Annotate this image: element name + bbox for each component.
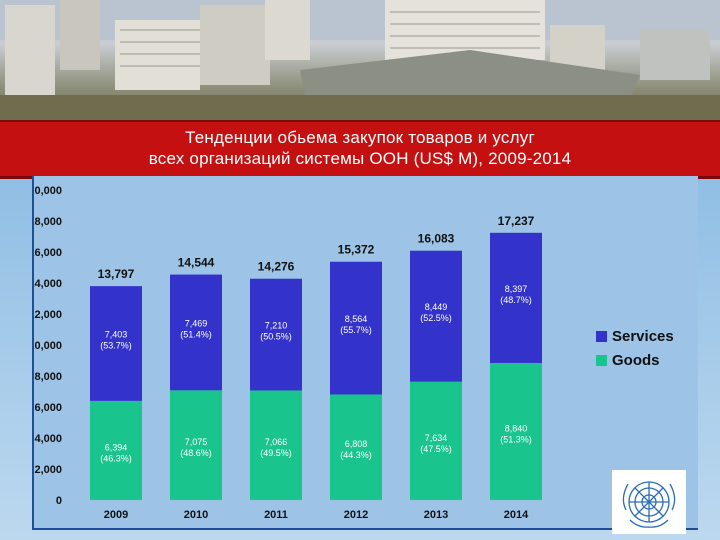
data-label-services-pct: (52.5%) [420,313,452,323]
data-label-goods-pct: (44.3%) [340,450,372,460]
data-label-goods-pct: (51.3%) [500,434,532,444]
total-label: 16,083 [418,232,455,246]
x-tick-label: 2013 [424,509,448,521]
y-tick-label: 14,000 [34,278,62,290]
bar-goods [250,390,302,500]
procurement-bar-chart: 0 2,000 4,000 6,000 8,000 10,000 12,000 14,000 1… [28,185,674,521]
data-label-services: 7,210 [265,321,288,331]
x-tick-label: 2011 [264,509,288,521]
data-label-services: 8,397 [505,284,528,294]
legend-swatch [596,355,607,366]
total-label: 13,797 [98,267,135,281]
data-label-goods: 6,394 [105,442,128,452]
data-label-services-pct: (50.5%) [260,332,292,342]
data-label-services-pct: (55.7%) [340,325,372,335]
chart-title-line-1: Тенденции обьема закупок товаров и услуг [185,128,535,147]
data-label-goods: 7,066 [265,437,288,447]
un-emblem-icon [612,470,686,534]
y-tick-label: 6,000 [34,402,62,414]
y-tick-label: 10,000 [34,340,62,352]
bar-services [410,250,462,382]
bar-services [90,286,142,401]
total-label: 14,276 [258,260,295,274]
x-tick-label: 2014 [504,509,529,521]
x-tick-label: 2012 [344,509,368,521]
y-tick-label: 20,000 [34,185,62,197]
bar-goods [170,390,222,500]
building-photo [0,0,720,125]
chart-title-line-2: всех организаций системы ООН (US$ M), 20… [148,149,572,168]
legend-label: Services [612,328,674,345]
y-tick-label: 8,000 [34,371,62,383]
bar-goods [330,394,382,500]
bar-goods [490,362,542,500]
bar-services [490,232,542,363]
data-label-services-pct: (53.7%) [100,341,132,351]
data-label-goods-pct: (49.5%) [260,448,292,458]
legend-swatch [596,331,607,342]
data-label-services: 8,564 [345,314,368,324]
data-label-services: 7,469 [185,318,208,328]
y-tick-label: 0 [56,495,62,507]
y-tick-label: 16,000 [34,247,62,259]
y-tick-label: 2,000 [34,464,62,476]
data-label-goods-pct: (46.3%) [100,453,132,463]
data-label-goods: 7,634 [425,433,448,443]
header-photo [0,0,720,125]
bar-services [250,278,302,391]
data-label-goods-pct: (48.6%) [180,448,212,458]
data-label-services: 7,403 [105,330,128,340]
legend-label: Goods [612,352,660,369]
data-label-goods-pct: (47.5%) [420,444,452,454]
data-label-services-pct: (48.7%) [500,295,532,305]
data-label-services-pct: (51.4%) [180,329,212,339]
data-label-services: 8,449 [425,302,448,312]
y-tick-label: 12,000 [34,309,62,321]
bar-services [330,261,382,395]
data-label-goods: 6,808 [345,439,368,449]
total-label: 17,237 [498,214,535,228]
bar-goods [410,381,462,500]
total-label: 14,544 [178,256,215,270]
total-label: 15,372 [338,243,375,257]
x-tick-label: 2010 [184,509,208,521]
bar-services [170,274,222,391]
chart-area: 0 2,000 4,000 6,000 8,000 10,000 12,000 14,000 1… [28,176,698,530]
y-tick-label: 18,000 [34,216,62,228]
x-tick-label: 2009 [104,509,128,521]
bar-goods [90,400,142,500]
title-band: Тенденции обьема закупок товаров и услуг… [0,120,720,179]
data-label-goods: 8,840 [505,423,528,433]
data-label-goods: 7,075 [185,437,208,447]
y-tick-label: 4,000 [34,433,62,445]
